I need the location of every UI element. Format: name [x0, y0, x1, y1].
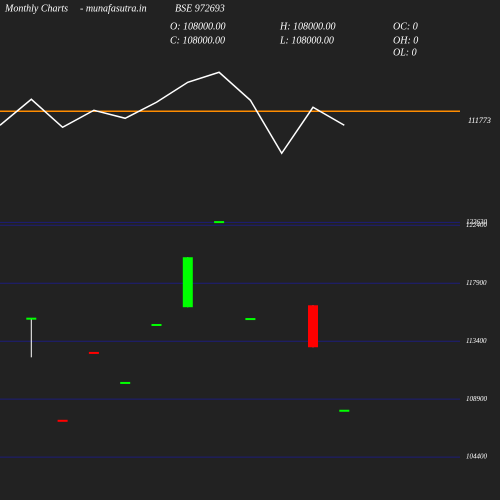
candle-body [57, 419, 68, 422]
candle-body [245, 318, 256, 321]
y-tick-label: 122630 [466, 218, 488, 226]
chart-title: Monthly Charts [4, 3, 68, 14]
y-tick-label: 117900 [466, 279, 487, 287]
ohlc-oh: OH: 0 [393, 35, 418, 46]
candle-body [339, 409, 350, 412]
ohlc-oc: OC: 0 [393, 21, 418, 32]
ohlc-low: L: 108000.00 [279, 35, 334, 46]
ohlc-close: C: 108000.00 [170, 35, 225, 46]
y-tick-label: 108900 [466, 395, 488, 403]
ohlc-high: H: 108000.00 [279, 21, 336, 32]
candle-body [151, 323, 162, 326]
symbol: BSE 972693 [175, 3, 225, 14]
y-tick-label: 113400 [466, 337, 487, 345]
y-tick-label: 122400 [466, 221, 488, 229]
y-tick-label: 104400 [466, 453, 488, 461]
reference-label: 111773 [468, 116, 491, 125]
candle-body [308, 305, 318, 348]
ohlc-open: O: 108000.00 [170, 21, 226, 32]
candle-body [88, 351, 99, 354]
candle-body [26, 317, 37, 320]
site: - munafasutra.in [80, 3, 147, 14]
ohlc-ol: OL: 0 [393, 47, 417, 58]
price-line [0, 71, 345, 155]
candle-body [120, 381, 131, 384]
candle-body [182, 257, 193, 308]
candle-body [214, 221, 225, 224]
